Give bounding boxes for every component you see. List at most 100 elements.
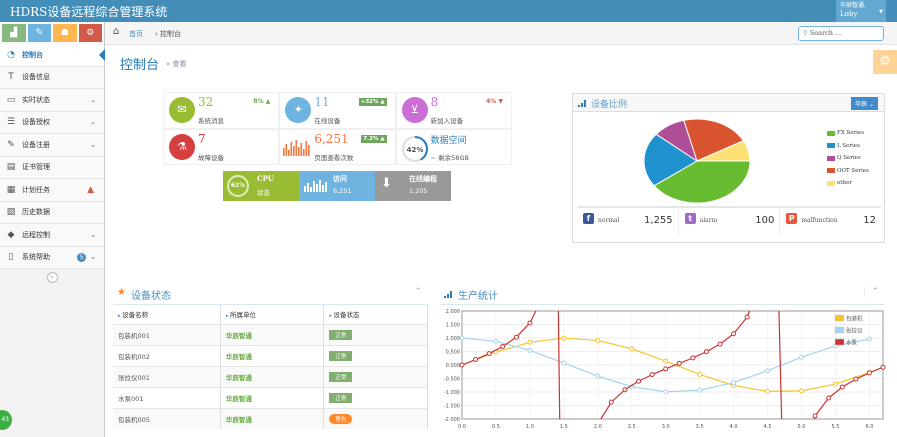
svg-text:42%: 42% (406, 146, 423, 154)
device-name: 包装机001 (113, 323, 221, 345)
series-line-segment (767, 356, 802, 372)
stat-item: ✉ 32 系统消息 8% ▲ (163, 92, 280, 129)
device-name: 包装机002 (113, 344, 221, 366)
column-header[interactable]: 所属单位 (220, 305, 325, 324)
device-name: 张拉仪001 (113, 365, 221, 387)
data-point (527, 347, 533, 353)
pie-slice[interactable] (643, 133, 698, 187)
double-chevron-left-icon: « (46, 271, 58, 283)
pie-slice[interactable] (653, 160, 751, 204)
sidebar-item[interactable]: ◔ 控制台 (0, 44, 105, 67)
status-cell: 正常 (323, 386, 428, 408)
stat-alarm: t alarm 100 (679, 208, 781, 236)
sidebar-item[interactable]: ✎ 设备注册 ⌄ (0, 134, 104, 157)
series-line-segment (488, 345, 504, 355)
x-tick-label: 4.5 (764, 424, 772, 430)
shortcut-users-button[interactable]: ☗ (53, 24, 77, 42)
series-line-segment (631, 348, 666, 362)
chevron-down-icon: ⌄ (90, 95, 96, 104)
breadcrumb-home-link[interactable]: 首页 (129, 30, 143, 38)
series-line-segment (461, 337, 497, 342)
shortcut-stats-button[interactable]: ▟ (2, 24, 26, 42)
data-point (697, 371, 703, 377)
device-org-link[interactable]: 华辰智通 (220, 365, 325, 387)
sidebar-collapse-button[interactable]: « (0, 269, 104, 285)
status-badge: 正常 (329, 350, 353, 361)
collapse-chevron-up-icon[interactable]: ⌃ (864, 287, 879, 297)
legend-label: 包装机 (846, 315, 863, 323)
settings-gear-button[interactable]: ⚙ (873, 50, 897, 74)
chevron-down-icon: ⌄ (90, 118, 96, 127)
sidebar-item[interactable]: ▯ 系统帮助 5 ⌄ (0, 246, 104, 269)
bar-chart-icon (304, 180, 327, 192)
y-tick-label: 2.000 (446, 309, 460, 315)
data-point (799, 354, 805, 360)
sidebar-item[interactable]: ◆ 远程控制 ⌄ (0, 224, 104, 247)
data-point (663, 358, 669, 364)
legend-swatch (827, 143, 835, 149)
info-bar: ⬇ 在线编程 1,205 (375, 171, 451, 201)
column-header[interactable]: 设备名称 (113, 305, 221, 324)
sidebar-item-label: 历史数据 (22, 208, 50, 217)
widget-title: 生产统计 (458, 291, 498, 302)
series-line-segment (778, 310, 783, 420)
data-point (459, 335, 465, 341)
data-point (703, 349, 709, 355)
sidebar-item[interactable]: ▦ 计划任务 ▲ (0, 179, 104, 202)
y-tick-label: -2.000 (444, 417, 460, 423)
floating-badge[interactable]: 43 (0, 410, 12, 430)
device-org-link[interactable]: 华辰智通 (220, 344, 325, 366)
search-input[interactable]: ⚲ Search ... (798, 26, 884, 41)
legend-item: other (827, 177, 869, 190)
data-point (812, 413, 818, 419)
data-point (799, 388, 805, 394)
stats-grid: ✉ 32 系统消息 8% ▲ ✦ 11 在线设备 +32% ▲ ⊻ 8 新加入设备 4% ▼ ⚗ 7 故障设… (163, 92, 512, 165)
sidebar-item[interactable]: ▨ 历史数据 (0, 201, 104, 224)
data-point (697, 387, 703, 393)
series-line-segment (801, 345, 836, 358)
legend-swatch (834, 314, 845, 322)
pie-slice[interactable] (696, 140, 751, 162)
series-line-segment (563, 337, 598, 342)
sidebar: ▟ ✎ ☗ ⚙ ◔ 控制台 T 设备信息 ▭ 实时状态 ⌄ ☰ 设备授权 ⌄ ✎ 设备注册 ⌄ ▤ 证书管理… (0, 22, 105, 437)
sidebar-item[interactable]: ▤ 证书管理 (0, 156, 104, 179)
info-bar-value: 1,205 (409, 187, 428, 195)
shortcut-settings-button[interactable]: ⚙ (78, 24, 102, 42)
sidebar-item-label: 系统帮助 (22, 253, 50, 262)
device-org-link[interactable]: 华辰智通 (220, 407, 325, 429)
series-line-segment (563, 362, 599, 377)
data-point (493, 338, 499, 344)
data-point (832, 381, 838, 387)
sidebar-item[interactable]: ▭ 实时状态 ⌄ (0, 89, 104, 112)
stat-label: 故障设备 (198, 153, 224, 162)
sidebar-item[interactable]: ☰ 设备授权 ⌄ (0, 111, 104, 134)
sidebar-item[interactable]: T 设备信息 (0, 66, 104, 89)
device-status-header: ★ 设备状态 ⌃ (113, 283, 428, 305)
stat-value: 8 (430, 95, 439, 109)
data-point (676, 360, 682, 366)
user-menu[interactable]: 华辰智通, Loby ▼ (836, 0, 886, 22)
device-ratio-widget: 设备比例 华辰 ⌄ FX Series L Series Q Series OOT S… (572, 93, 885, 243)
series-line-segment (835, 371, 870, 385)
info-bar-title: 在线编程 (409, 174, 437, 183)
shortcut-edit-button[interactable]: ✎ (27, 24, 51, 42)
y-tick-label: -0.500 (444, 377, 460, 383)
widget-title: 设备状态 (131, 291, 171, 302)
column-header[interactable]: 设备状态 (323, 305, 428, 324)
list-icon: ☰ (6, 117, 16, 128)
arrow-down-icon: ▼ (498, 98, 503, 105)
collapse-chevron-up-icon[interactable]: ⌃ (414, 287, 422, 297)
legend-swatch (827, 155, 835, 161)
dropdown-button[interactable]: 华辰 ⌄ (851, 97, 878, 110)
series-line-segment (733, 316, 748, 335)
device-org-link[interactable]: 华辰智通 (220, 323, 325, 345)
list-alt-icon: ▤ (6, 162, 16, 173)
series-line-segment (814, 397, 830, 417)
data-point (629, 346, 635, 352)
pie-slice[interactable] (683, 118, 745, 162)
series-line-segment (502, 336, 517, 348)
device-org-link[interactable]: 华辰智通 (220, 386, 325, 408)
arrow-up-icon: ▲ (380, 99, 385, 105)
stat-title: 数据空间 (430, 135, 467, 146)
warning-icon: ▲ (87, 184, 94, 195)
